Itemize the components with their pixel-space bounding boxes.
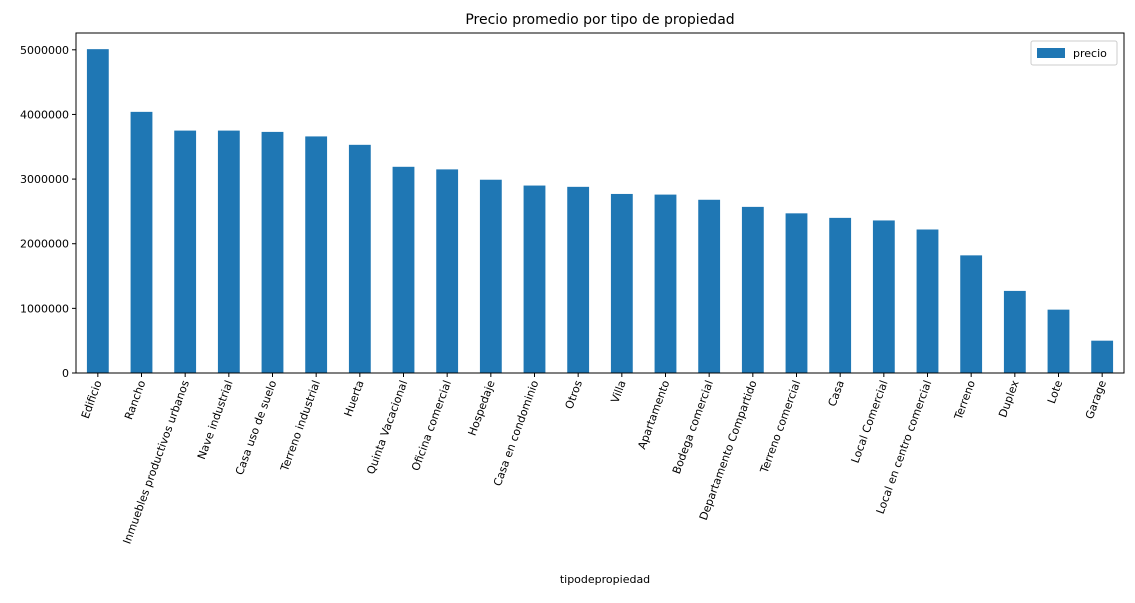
bar (1047, 309, 1070, 373)
bar (479, 179, 502, 373)
bar (960, 255, 983, 373)
x-tick-label: Edificio (79, 378, 105, 420)
bar (829, 217, 852, 373)
bar (567, 186, 590, 373)
legend-box (1030, 40, 1118, 66)
bar (217, 130, 240, 373)
y-tick-label: 4000000 (20, 108, 69, 121)
x-tick-label: Villa (609, 379, 629, 405)
y-tick-label: 0 (62, 367, 69, 380)
bar (392, 166, 415, 373)
y-tick-label: 3000000 (20, 173, 69, 186)
bar (261, 131, 284, 373)
x-axis-label: tipodepropiedad (560, 573, 650, 586)
x-tick-label: Duplex (996, 378, 1022, 419)
x-tick-label: Bodega comercial (670, 379, 716, 476)
y-tick-label: 1000000 (20, 302, 69, 315)
x-tick-label: Garage (1083, 378, 1109, 421)
bar (872, 220, 895, 373)
x-tick-label: Casa uso de suelo (233, 378, 279, 477)
x-tick-label: Lote (1045, 378, 1065, 405)
x-tick-label: Terreno comercial (757, 379, 803, 476)
bar (610, 193, 633, 373)
bar (348, 144, 371, 373)
x-tick-label: Nave industrial (195, 379, 236, 462)
bar (305, 136, 328, 373)
bar (741, 206, 764, 373)
chart-title: Precio promedio por tipo de propiedad (465, 12, 734, 28)
x-tick-label: Terreno (952, 378, 979, 422)
bar (130, 111, 153, 374)
x-tick-label: Hospedaje (466, 378, 498, 437)
x-tick-label: Local Comercial (849, 379, 891, 465)
bar (654, 194, 677, 373)
x-tick-label: Casa en condominio (491, 378, 541, 488)
x-tick-label: Quinta Vacacional (364, 379, 410, 476)
y-tick-label: 5000000 (20, 44, 69, 57)
x-tick-label: Casa (826, 379, 847, 409)
bar (698, 199, 721, 373)
x-tick-label: Otros (563, 378, 585, 411)
legend-swatch (1037, 48, 1065, 58)
bar (174, 130, 197, 373)
bar (1003, 290, 1026, 373)
legend-label: precio (1073, 47, 1107, 60)
plot-frame (75, 32, 1125, 374)
bar (916, 229, 939, 373)
bar (523, 185, 546, 373)
x-tick-label: Terreno industrial (278, 379, 323, 474)
bar (1091, 340, 1114, 373)
bar (86, 49, 109, 373)
x-tick-label: Rancho (122, 378, 148, 421)
legend: precio (1030, 40, 1118, 66)
bar (436, 169, 459, 373)
x-tick-label: Apartamento (635, 378, 672, 451)
bars-group (86, 49, 1114, 374)
y-tick-label: 2000000 (20, 238, 69, 251)
y-axis: 0 1000000 2000000 3000000 4000000 5000000 (20, 44, 76, 380)
x-tick-label: Huerta (342, 379, 367, 419)
bar (785, 213, 808, 373)
x-tick-label: Oficina comercial (409, 379, 454, 473)
